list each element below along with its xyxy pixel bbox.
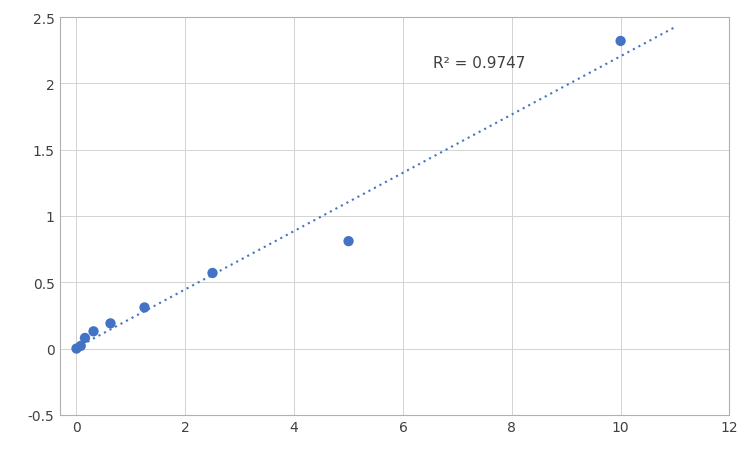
Text: R² = 0.9747: R² = 0.9747 (433, 56, 525, 71)
Point (342, 238, 354, 245)
Point (614, 38, 626, 46)
Point (74, 342, 86, 350)
Point (105, 320, 117, 327)
Point (207, 270, 219, 277)
Point (79, 335, 91, 342)
Point (71, 345, 83, 352)
Point (138, 304, 150, 311)
Point (87, 328, 99, 335)
